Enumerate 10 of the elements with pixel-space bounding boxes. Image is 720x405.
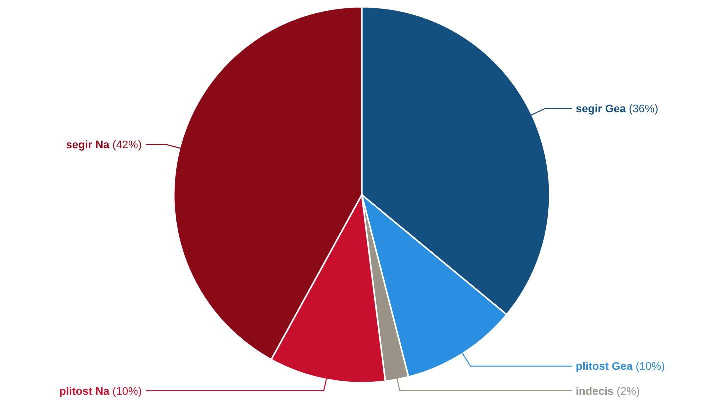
slice-label: indecis xyxy=(576,386,614,398)
slice-label: segir Na xyxy=(66,139,111,152)
data-label: (2%) xyxy=(616,386,640,398)
slice-label: plitost Na xyxy=(60,386,111,398)
slice-label: segir Gea xyxy=(576,103,628,116)
data-label: (10%) xyxy=(112,386,142,398)
data-label: (36%) xyxy=(629,103,658,116)
data-label: (42%) xyxy=(112,139,142,152)
data-label: (10%) xyxy=(636,361,666,374)
slice-label: plitost Gea xyxy=(576,361,634,374)
